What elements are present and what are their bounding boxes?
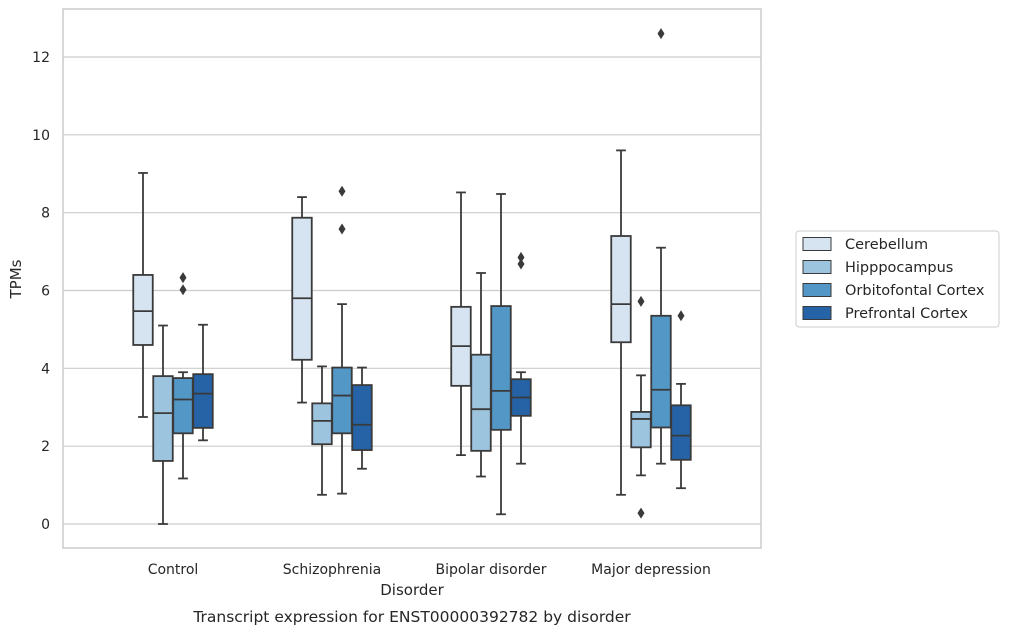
box-2-0 [172,272,194,480]
x-tick-label: Major depression [591,562,711,578]
outlier-point [657,28,665,40]
box-2-2 [490,193,512,516]
box-1-2 [470,272,492,478]
box-iqr [172,377,194,435]
y-tick-label: 8 [41,206,50,222]
x-tick-label: Bipolar disorder [435,562,546,578]
box-1-1 [311,365,333,496]
outlier-point [179,272,187,284]
y-tick-label: 4 [41,361,50,377]
outlier-point [338,223,346,235]
box-iqr [351,384,373,451]
y-tick-label: 12 [32,50,50,66]
legend-swatch [802,237,832,251]
box-0-1 [291,196,313,404]
box-1-3 [630,295,652,519]
x-tick-labels: Control Schizophrenia Bipolar disorder Majo… [148,562,711,578]
box-iqr [331,366,353,435]
legend-label: Prefrontal Cortex [845,306,968,322]
legend-swatch [802,283,832,297]
x-tick-label: Control [148,562,199,578]
y-tick-label: 2 [41,439,50,455]
legend-swatch [802,306,832,320]
box-layer [132,28,692,525]
box-2-1 [331,185,353,495]
outlier-point [637,507,645,519]
y-tick-label: 0 [41,517,50,533]
box-iqr [610,235,632,344]
y-tick-labels: 0 2 4 6 8 10 12 [32,50,50,533]
plot-frame [62,8,762,549]
legend-items: Cerebellum Hipppocampus Orbitofontal Corte… [802,237,985,322]
legend-swatch [802,260,832,274]
box-0-0 [132,172,154,418]
outlier-point [179,284,187,296]
legend-label: Orbitofontal Cortex [845,283,985,299]
box-iqr [650,314,672,429]
box-3-2 [510,251,532,465]
box-0-2 [450,191,472,457]
x-tick-label: Schizophrenia [283,562,381,578]
box-iqr [630,411,652,449]
chart-caption: Transcript expression for ENST0000039278… [192,608,631,626]
box-iqr [291,216,313,361]
box-iqr [470,353,492,452]
box-iqr [152,375,174,462]
box-3-0 [192,323,214,442]
box-2-3 [650,28,672,465]
y-tick-label: 6 [41,284,50,300]
x-axis-label: Disorder [380,581,444,599]
outlier-point [517,258,525,270]
box-1-0 [152,324,174,525]
legend-label: Hipppocampus [845,260,953,276]
box-iqr [311,402,333,446]
y-axis-label: TPMs [7,259,25,299]
box-3-3 [670,310,692,490]
box-iqr [192,373,214,429]
legend-frame [795,230,1000,328]
outlier-point [677,310,685,322]
grid-layer [63,56,761,525]
box-iqr [132,274,154,346]
y-tick-label: 10 [32,128,50,144]
legend-label: Cerebellum [845,237,928,253]
box-iqr [670,404,692,461]
outlier-point [517,251,525,263]
legend: Cerebellum Hipppocampus Orbitofontal Corte… [795,230,1000,328]
box-0-3 [610,149,632,496]
outlier-point [637,295,645,307]
outlier-point [338,185,346,197]
box-3-1 [351,366,373,470]
box-iqr [490,305,512,431]
